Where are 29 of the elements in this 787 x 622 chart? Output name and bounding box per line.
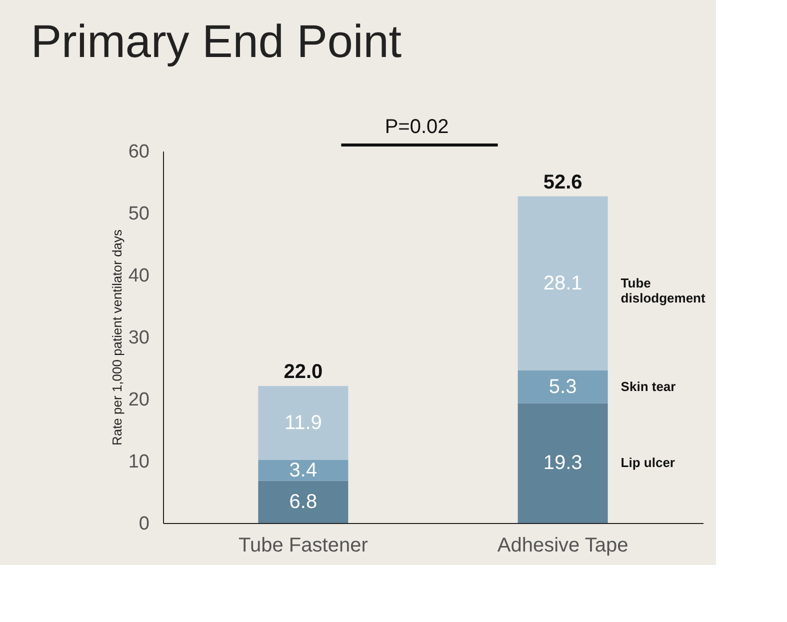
chart-title: Primary End Point xyxy=(30,15,402,67)
y-tick-label: 30 xyxy=(128,328,150,348)
y-tick-label: 20 xyxy=(128,390,150,410)
bar xyxy=(518,403,608,523)
total-label: 52.6 xyxy=(543,171,582,194)
data-label: 19.3 xyxy=(543,452,582,474)
y-tick-label: 10 xyxy=(128,452,150,472)
y-tick-label: 60 xyxy=(128,142,150,162)
data-label: 6.8 xyxy=(289,490,318,513)
data-label: 28.1 xyxy=(543,272,582,294)
y-tick-label: 0 xyxy=(138,514,150,534)
data-label: 5.3 xyxy=(548,376,577,398)
bar xyxy=(258,460,348,481)
series-label: Tube dislodgement xyxy=(620,275,706,306)
data-label: 3.4 xyxy=(289,459,318,482)
y-axis-title: Rate per 1,000 patient ventilator days xyxy=(109,228,124,446)
y-tick-label: 40 xyxy=(128,266,150,286)
bar xyxy=(518,196,608,370)
y-tick-label: 50 xyxy=(128,204,150,224)
data-label: 11.9 xyxy=(284,412,322,434)
total-label: 22.0 xyxy=(284,360,323,383)
series-label: Skin tear xyxy=(620,378,676,394)
bar xyxy=(518,370,608,404)
series-label: Lip ulcer xyxy=(620,455,675,470)
bar xyxy=(258,480,348,523)
x-tick-label: Tube Fastener xyxy=(238,534,368,556)
bar xyxy=(258,386,348,460)
text: P=0.02 xyxy=(384,116,449,138)
x-tick-label: Adhesive Tape xyxy=(497,534,628,556)
